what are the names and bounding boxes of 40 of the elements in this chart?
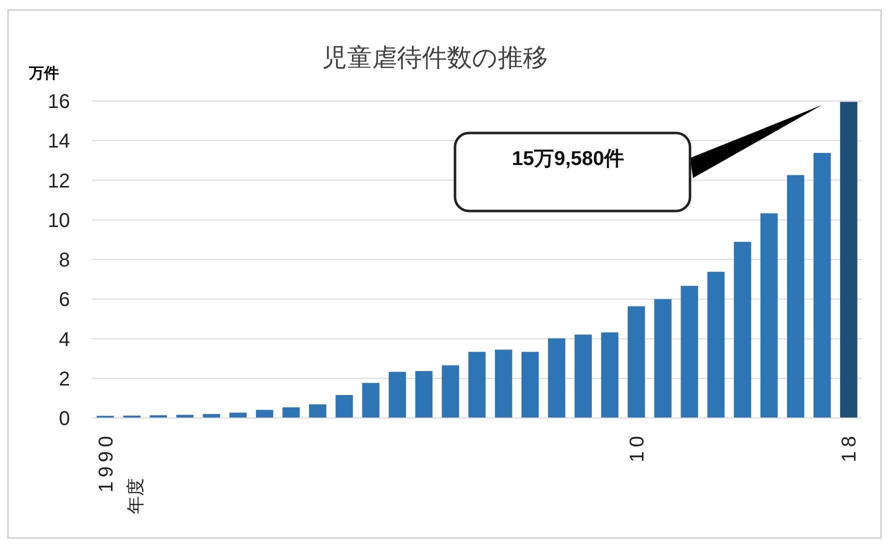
bar bbox=[840, 102, 858, 418]
y-tick-label: 16 bbox=[48, 91, 70, 113]
y-axis-title: 万件 bbox=[28, 65, 59, 82]
x-tick-label: 1990 bbox=[95, 432, 118, 492]
bar bbox=[680, 286, 698, 418]
y-tick-label: 4 bbox=[58, 328, 70, 351]
bar bbox=[388, 372, 406, 418]
bar bbox=[548, 338, 566, 418]
bar bbox=[628, 306, 645, 418]
bar bbox=[601, 332, 618, 418]
y-tick-label: 12 bbox=[48, 170, 70, 192]
annotation: 15万9,580件 bbox=[512, 148, 624, 170]
bar bbox=[494, 350, 512, 418]
y-tick-label: 2 bbox=[58, 368, 70, 390]
bar bbox=[521, 352, 539, 418]
bar bbox=[654, 299, 672, 418]
text: 年度 bbox=[125, 478, 146, 514]
y-tick-label: 10 bbox=[48, 210, 70, 232]
bar bbox=[309, 404, 326, 418]
bar bbox=[760, 213, 778, 418]
bar bbox=[814, 152, 831, 418]
bar bbox=[415, 371, 433, 418]
bar bbox=[282, 407, 300, 418]
x-tick-label: 18 bbox=[838, 432, 861, 462]
bar bbox=[786, 175, 804, 418]
bar bbox=[256, 410, 274, 418]
y-tick-label: 8 bbox=[58, 250, 70, 272]
bar bbox=[734, 242, 752, 418]
chart-title: 児童虐待件数の推移 bbox=[322, 44, 548, 72]
bar bbox=[574, 334, 592, 418]
y-tick-label: 0 bbox=[58, 408, 70, 430]
bar bbox=[229, 412, 247, 418]
x-tick-label: 10 bbox=[626, 432, 648, 462]
bar bbox=[362, 382, 380, 418]
y-tick-label: 6 bbox=[58, 289, 70, 312]
y-tick-label: 14 bbox=[48, 130, 70, 153]
bar bbox=[336, 395, 353, 418]
bar bbox=[468, 352, 486, 418]
bar bbox=[707, 272, 725, 418]
bar bbox=[442, 365, 460, 418]
